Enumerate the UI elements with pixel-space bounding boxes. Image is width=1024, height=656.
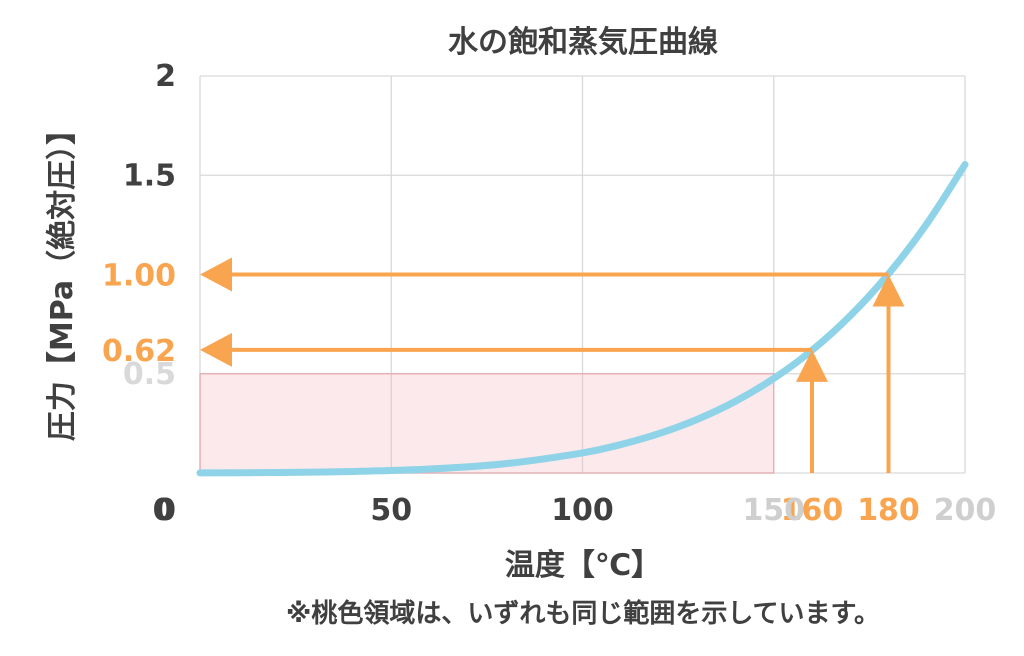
- annotation-v-arrowhead: [872, 274, 905, 307]
- annotation-h-arrowhead: [200, 332, 232, 367]
- y-tick-label: 0: [155, 493, 176, 528]
- y-axis-label: 圧力【MPa（絶対圧）】: [45, 115, 80, 441]
- annotation-x-label: 160: [781, 493, 844, 528]
- x-tick-label: 0: [153, 493, 174, 528]
- y-tick-label: 2: [155, 59, 176, 94]
- annotation-x-label: 180: [857, 493, 920, 528]
- x-tick-label: 200: [934, 493, 997, 528]
- annotation-y-label: 0.62: [102, 334, 176, 369]
- x-tick-label: 100: [551, 493, 614, 528]
- series-line-saturation: [196, 161, 969, 477]
- annotation-y-label: 1.00: [102, 259, 176, 294]
- y-tick-label: 0.5: [123, 357, 176, 392]
- y-tick-labels: 0 0.5 1.5 2: [123, 59, 176, 528]
- annotation-v-arrowhead: [796, 349, 828, 382]
- chart-title: 水の飽和蒸気圧曲線: [448, 25, 718, 60]
- y-tick-label: 1.5: [123, 158, 176, 193]
- annotation-h-arrowhead: [200, 257, 232, 292]
- annotations: 0.62 160 1.00 180: [102, 257, 920, 528]
- x-tick-label: 50: [370, 493, 412, 528]
- x-tick-label: 150: [742, 493, 805, 528]
- x-tick-labels: 0 50 100 150 200: [153, 493, 997, 528]
- x-axis-label: 温度【℃】: [505, 548, 661, 583]
- footnote: ※桃色領域は、いずれも同じ範囲を示しています。: [286, 598, 880, 629]
